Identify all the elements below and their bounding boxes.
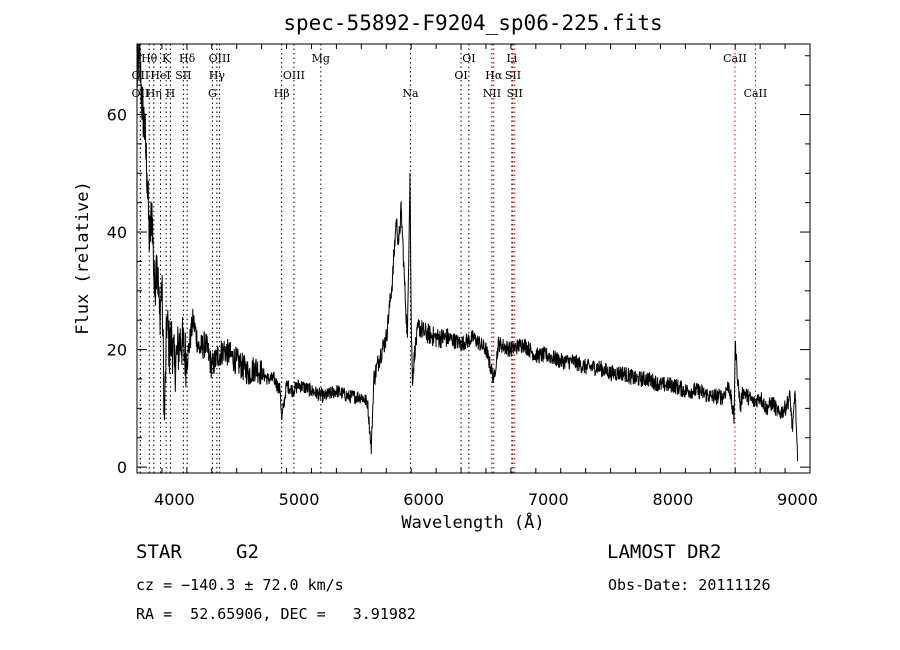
line-marker-label: NII (483, 87, 501, 100)
spectral-line-markers: OIIOIIHθHηHeIKHSIIHδGHγOIIIHβOIIIMgNaOIO… (132, 44, 768, 473)
line-marker-label: Hγ (209, 69, 226, 82)
y-tick-label: 0 (117, 458, 127, 477)
line-marker-label: H (166, 87, 176, 100)
plot-frame (136, 43, 811, 474)
coordinates: RA = 52.65906, DEC = 3.91982 (136, 605, 416, 623)
y-axis-label: Flux (relative) (73, 181, 93, 335)
x-tick-label: 6000 (403, 490, 444, 509)
line-marker-label: Hθ (141, 52, 158, 65)
x-tick-label: 7000 (528, 490, 569, 509)
line-marker-label: Na (402, 87, 419, 100)
line-marker-label: HeI (150, 69, 170, 82)
axis-ticks: 4000 5000 6000 7000 8000 9000 0 20 40 60 (107, 44, 818, 509)
x-tick-label: 9000 (777, 490, 818, 509)
redshift-velocity: cz = −140.3 ± 72.0 km/s (136, 576, 344, 594)
object-subclass: G2 (236, 541, 259, 563)
line-marker-label: SII (505, 69, 521, 82)
line-marker-label: CaII (723, 52, 747, 65)
x-tick-label: 5000 (279, 490, 320, 509)
x-tick-label: 4000 (154, 490, 195, 509)
line-marker-label: G (208, 87, 217, 100)
y-tick-label: 20 (107, 341, 127, 360)
line-marker-label: SII (175, 69, 191, 82)
line-marker-label: OI (462, 52, 475, 65)
line-marker-label: Hη (146, 87, 162, 100)
observation-date: Obs-Date: 20111126 (608, 576, 771, 594)
spectrum-series-0 (137, 44, 798, 462)
line-marker-label: SII (507, 87, 523, 100)
plot-area (137, 44, 798, 462)
line-marker-label: Hβ (274, 87, 290, 100)
line-marker-label: Li (506, 52, 517, 65)
chart-title: spec-55892-F9204_sp06-225.fits (283, 11, 662, 35)
y-tick-label: 40 (107, 223, 127, 242)
line-marker-label: OI (454, 69, 467, 82)
line-marker-label: K (162, 52, 171, 65)
x-axis-label: Wavelength (Å) (401, 511, 544, 533)
object-class: STAR (136, 541, 182, 563)
x-tick-label: 8000 (653, 490, 694, 509)
line-marker-label: CaII (744, 87, 768, 100)
line-marker-label: Hα (485, 69, 503, 82)
line-marker-label: OII (132, 87, 150, 100)
survey-name: LAMOST DR2 (607, 541, 722, 563)
line-marker-label: Hδ (179, 52, 196, 65)
line-marker-label: OIII (283, 69, 305, 82)
line-marker-label: Mg (312, 52, 330, 65)
line-marker-label: OIII (209, 52, 231, 65)
y-tick-label: 60 (107, 106, 127, 125)
